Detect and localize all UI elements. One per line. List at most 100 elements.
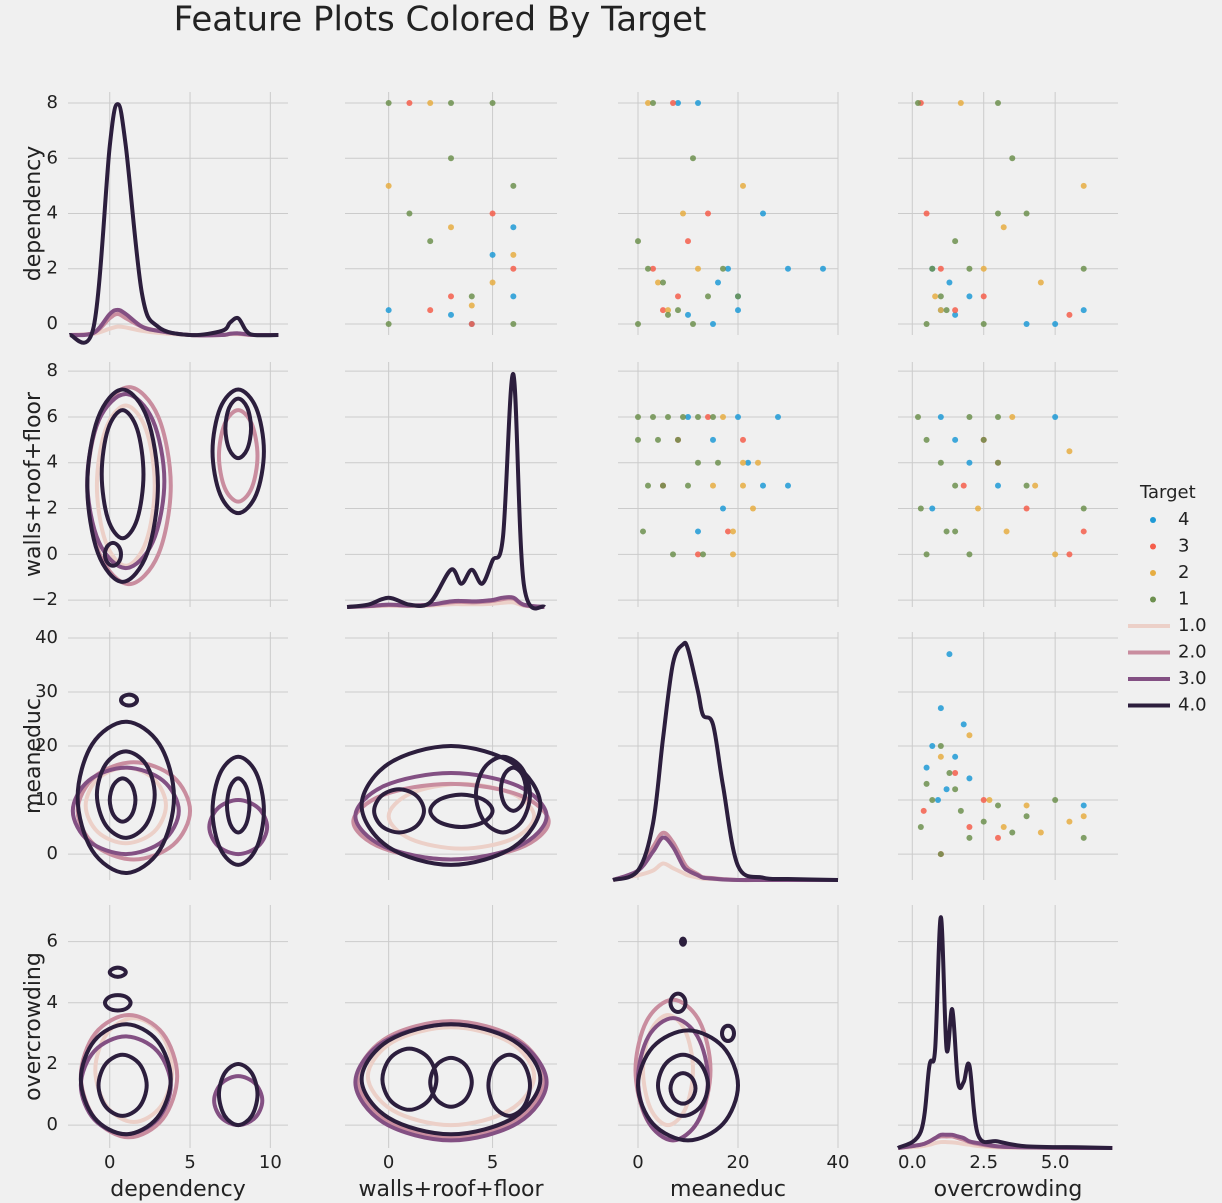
x-tick-label: 0.0 — [898, 1152, 927, 1173]
kde-line — [68, 102, 279, 345]
scatter-point — [980, 265, 987, 272]
scatter-point — [995, 802, 1001, 809]
scatter-point — [915, 100, 921, 107]
scatter-point — [920, 807, 927, 814]
scatter-point — [952, 753, 959, 760]
scatter-point — [665, 413, 671, 420]
density-contour — [207, 798, 270, 857]
scatter-point — [427, 100, 434, 107]
scatter-point — [710, 482, 716, 489]
scatter-point — [510, 293, 517, 300]
y-tick-label: 2 — [47, 258, 58, 279]
scatter-point — [980, 818, 987, 825]
scatter-point — [635, 320, 641, 327]
scatter-point — [720, 265, 726, 272]
scatter-point — [937, 459, 944, 466]
scatter-point — [929, 265, 936, 272]
density-contour — [96, 1052, 149, 1118]
scatter-point — [966, 551, 973, 558]
density-contour — [428, 792, 495, 830]
y-tick-label: 0 — [47, 313, 58, 334]
density-contour — [107, 776, 138, 824]
scatter-point — [937, 265, 944, 272]
scatter-point — [510, 251, 517, 258]
density-contour — [75, 719, 176, 875]
scatter-point — [923, 551, 930, 558]
chart-title: Feature Plots Colored By Target — [174, 0, 707, 40]
scatter-point — [720, 413, 726, 420]
density-contour — [372, 787, 426, 835]
y-tick-label: 0 — [47, 1114, 58, 1135]
scatter-point — [923, 436, 930, 443]
scatter-point — [1052, 413, 1059, 420]
kde-line — [612, 640, 839, 882]
scatter-point — [705, 413, 711, 420]
x-tick-label: 0 — [104, 1152, 115, 1173]
scatter-point — [937, 753, 944, 760]
density-contour — [78, 1022, 173, 1137]
scatter-point — [675, 307, 681, 314]
scatter-point — [640, 528, 646, 535]
density-contour — [99, 408, 146, 541]
scatter-point — [952, 436, 959, 443]
scatter-point — [468, 320, 475, 327]
y-tick-label: 2 — [47, 1053, 58, 1074]
scatter-point — [680, 210, 686, 217]
scatter-point — [665, 307, 671, 314]
scatter-point — [700, 551, 706, 558]
scatter-point — [755, 459, 761, 466]
scatter-point — [427, 238, 434, 245]
scatter-point — [705, 210, 711, 217]
scatter-point — [695, 265, 701, 272]
scatter-point — [952, 528, 959, 535]
scatter-point — [923, 764, 930, 771]
scatter-point — [385, 100, 392, 107]
x-tick-label: 0 — [632, 1152, 643, 1173]
scatter-point — [1037, 279, 1044, 286]
scatter-point — [725, 265, 731, 272]
scatter-point — [635, 413, 641, 420]
scatter-point — [660, 279, 666, 286]
scatter-point — [645, 482, 651, 489]
scatter-point — [670, 551, 676, 558]
kde-line — [346, 372, 547, 611]
legend-marker — [1150, 596, 1156, 603]
scatter-point — [385, 320, 392, 327]
y-tick-label: 40 — [35, 627, 58, 648]
density-contour — [210, 754, 266, 867]
scatter-point — [448, 311, 454, 318]
scatter-point — [980, 293, 987, 300]
scatter-point — [1032, 482, 1039, 489]
density-contour — [118, 692, 140, 708]
scatter-point — [715, 279, 721, 286]
scatter-point — [1023, 210, 1030, 217]
scatter-point — [995, 459, 1001, 466]
x-tick-label: 5.0 — [1041, 1152, 1070, 1173]
scatter-point — [655, 436, 661, 443]
scatter-point — [995, 413, 1001, 420]
scatter-point — [448, 293, 454, 300]
scatter-point — [489, 100, 496, 107]
scatter-point — [1080, 182, 1087, 189]
legend-label: 3 — [1178, 536, 1189, 557]
scatter-point — [685, 482, 691, 489]
scatter-point — [448, 224, 454, 231]
y-tick-label: 10 — [35, 789, 58, 810]
scatter-point — [952, 482, 959, 489]
scatter-point — [952, 786, 959, 793]
scatter-point — [966, 413, 973, 420]
scatter-point — [966, 824, 973, 831]
legend-marker — [1150, 517, 1156, 523]
scatter-point — [1000, 824, 1007, 831]
scatter-point — [966, 834, 973, 841]
density-contour — [107, 965, 128, 979]
scatter-point — [735, 307, 741, 314]
scatter-point — [929, 505, 936, 512]
scatter-point — [715, 459, 721, 466]
scatter-point — [980, 320, 987, 327]
scatter-point — [1080, 802, 1087, 809]
scatter-point — [952, 238, 959, 245]
scatter-point — [943, 528, 950, 535]
legend-label: 2.0 — [1178, 642, 1207, 663]
scatter-point — [735, 413, 741, 420]
